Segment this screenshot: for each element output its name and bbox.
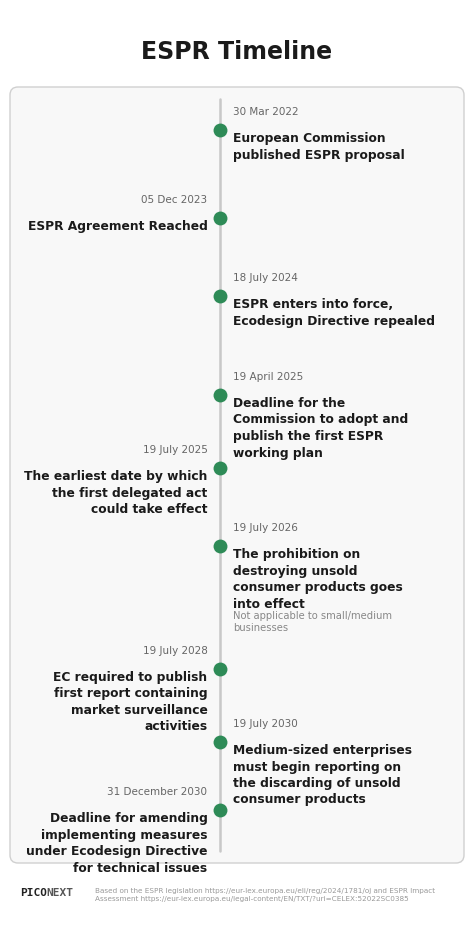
FancyBboxPatch shape [10, 87, 464, 863]
Text: 31 December 2030: 31 December 2030 [108, 787, 208, 797]
Text: ESPR Timeline: ESPR Timeline [141, 40, 333, 64]
Text: ESPR enters into force,
Ecodesign Directive repealed: ESPR enters into force, Ecodesign Direct… [233, 298, 436, 328]
Text: 18 July 2024: 18 July 2024 [233, 273, 298, 283]
Text: 19 April 2025: 19 April 2025 [233, 372, 304, 382]
Text: 19 July 2025: 19 July 2025 [143, 445, 208, 455]
Text: European Commission
published ESPR proposal: European Commission published ESPR propo… [233, 132, 405, 161]
Text: Medium-sized enterprises
must begin reporting on
the discarding of unsold
consum: Medium-sized enterprises must begin repo… [233, 744, 412, 806]
Text: Deadline for the
Commission to adopt and
publish the first ESPR
working plan: Deadline for the Commission to adopt and… [233, 397, 409, 460]
Text: 19 July 2026: 19 July 2026 [233, 523, 298, 533]
Text: The prohibition on
destroying unsold
consumer products goes
into effect: The prohibition on destroying unsold con… [233, 548, 403, 611]
Text: EC required to publish
first report containing
market surveillance
activities: EC required to publish first report cont… [53, 671, 208, 734]
Text: The earliest date by which
the first delegated act
could take effect: The earliest date by which the first del… [24, 470, 208, 516]
Text: 05 Dec 2023: 05 Dec 2023 [141, 195, 208, 205]
Text: NEXT: NEXT [46, 888, 73, 898]
Text: PICO: PICO [20, 888, 47, 898]
Text: ESPR Agreement Reached: ESPR Agreement Reached [27, 220, 208, 233]
Text: 19 July 2030: 19 July 2030 [233, 719, 298, 729]
Text: Based on the ESPR legislation https://eur-lex.europa.eu/eli/reg/2024/1781/oj and: Based on the ESPR legislation https://eu… [95, 888, 435, 902]
Text: Not applicable to small/medium
businesses: Not applicable to small/medium businesse… [233, 612, 392, 633]
Text: Deadline for amending
implementing measures
under Ecodesign Directive
for techni: Deadline for amending implementing measu… [26, 812, 208, 874]
Text: 19 July 2028: 19 July 2028 [143, 646, 208, 656]
Text: 30 Mar 2022: 30 Mar 2022 [233, 107, 299, 117]
